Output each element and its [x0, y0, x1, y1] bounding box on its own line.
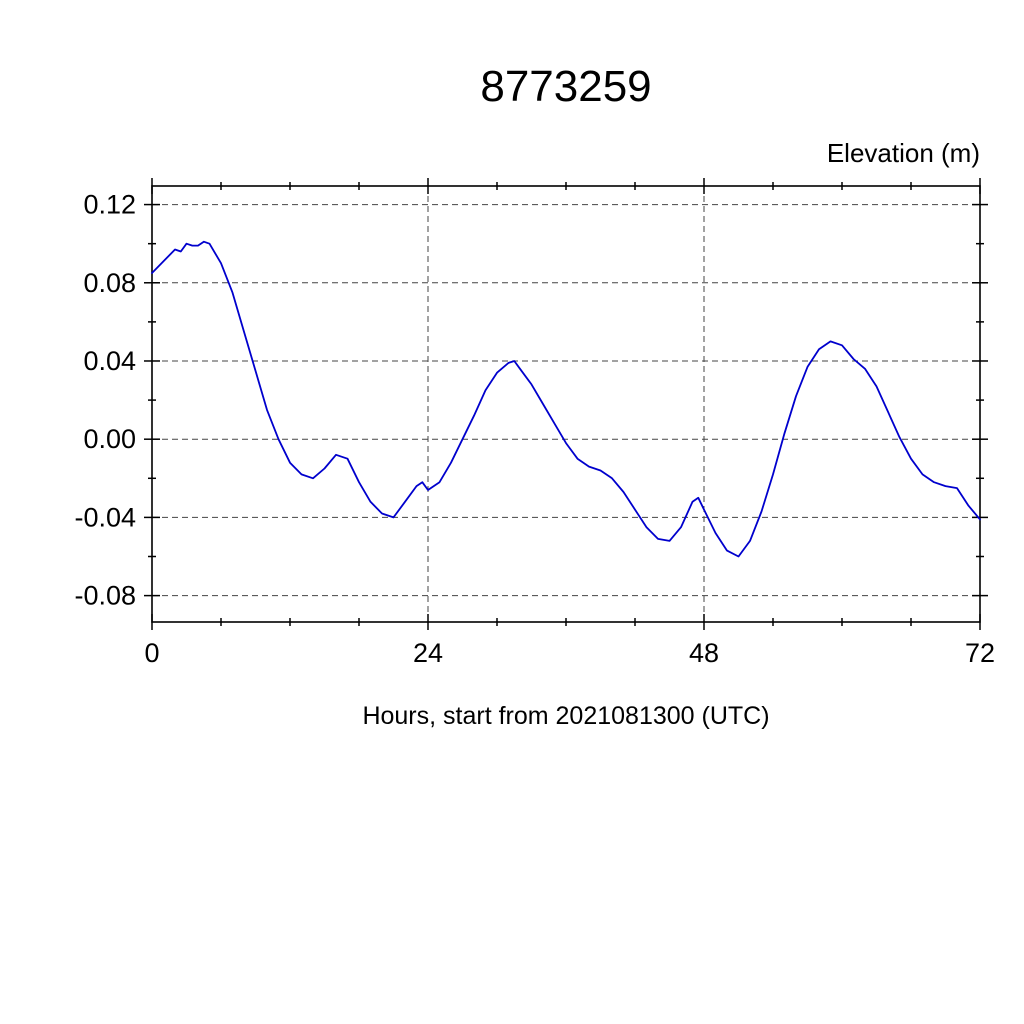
- y-tick-label: -0.04: [74, 502, 136, 532]
- plot-frame: [151, 185, 981, 623]
- x-tick-label: 24: [413, 638, 443, 668]
- y-tick-label: -0.08: [74, 581, 136, 611]
- x-tick-label: 72: [965, 638, 995, 668]
- y-tick-label: 0.00: [83, 424, 136, 454]
- y-tick-label: 0.04: [83, 346, 136, 376]
- elevation-series-line: [151, 240, 981, 558]
- y-tick-label: 0.12: [83, 190, 136, 220]
- x-axis-label: Hours, start from 2021081300 (UTC): [362, 702, 770, 730]
- y-axis-label: Elevation (m): [826, 138, 980, 168]
- x-tick-label: 48: [689, 638, 719, 668]
- x-tick-label: 0: [144, 638, 159, 668]
- y-tick-label: 0.08: [83, 268, 136, 298]
- chart-title: 8773259: [480, 62, 652, 111]
